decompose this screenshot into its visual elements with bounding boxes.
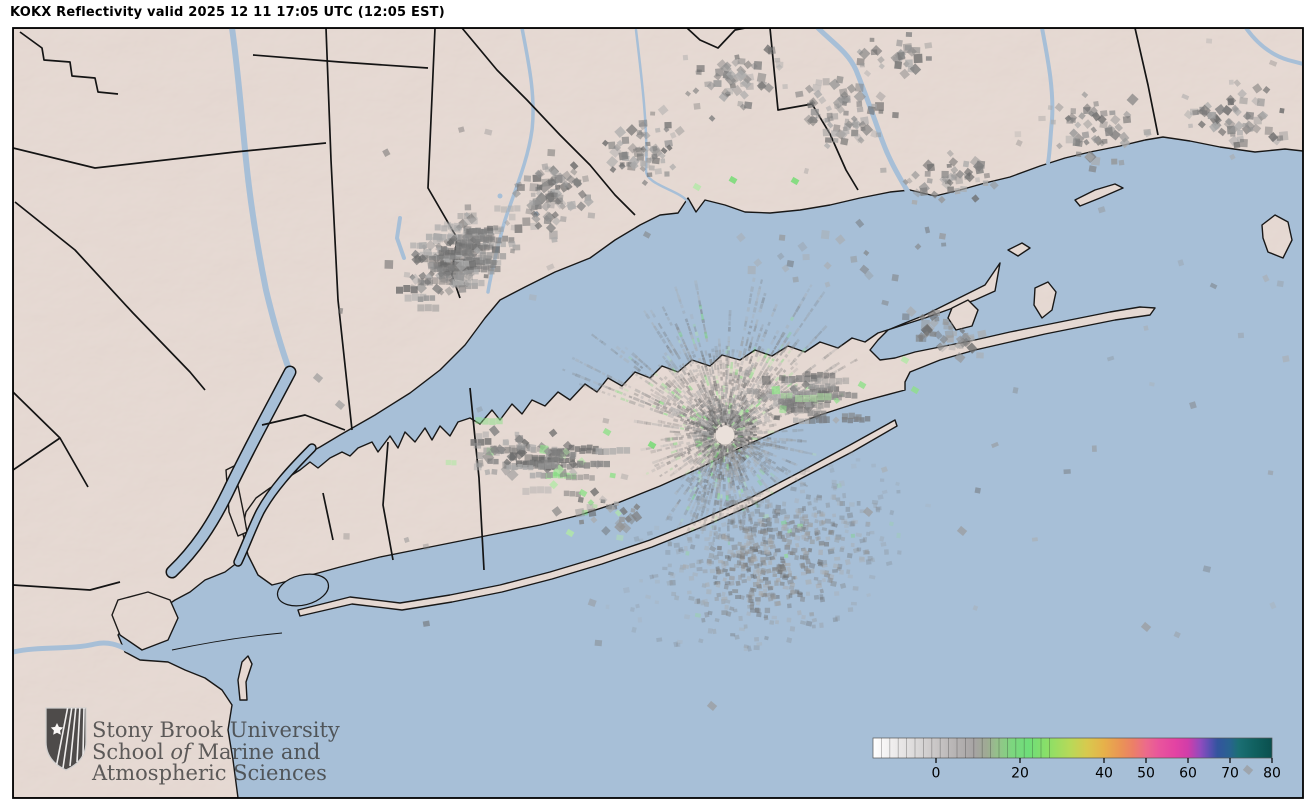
logo-line-1: Stony Brook University [92,718,340,742]
sbu-logo: Stony Brook University School of Marine … [44,706,340,785]
colorbar-tick-label: 50 [1137,766,1155,782]
colorbar-tick-label: 20 [1011,766,1029,782]
colorbar-tick-label: 70 [1221,766,1239,782]
colorbar-tick-label: 80 [1263,766,1281,782]
colorbar-tick-label: 0 [932,766,941,782]
jamaica-bay [276,573,330,607]
map-title: KOKX Reflectivity valid 2025 12 11 17:05… [10,5,445,20]
radar-clutter-layer [312,31,1290,776]
sbu-logo-text: Stony Brook University School of Marine … [92,718,340,785]
sbu-shield-icon [45,707,87,771]
boundaries-layer [13,28,1159,651]
colorbar: 0 20 40 50 60 70 80 [872,737,1281,782]
colorbar-tick-label: 60 [1179,766,1197,782]
colorbar-gradient [872,737,1273,759]
colorbar-tick-label: 40 [1095,766,1113,782]
logo-line-3: Atmospheric Sciences [92,761,327,785]
logo-line-2: School of Marine and [92,739,321,764]
map-frame [12,27,1304,799]
star-icon [50,723,64,735]
